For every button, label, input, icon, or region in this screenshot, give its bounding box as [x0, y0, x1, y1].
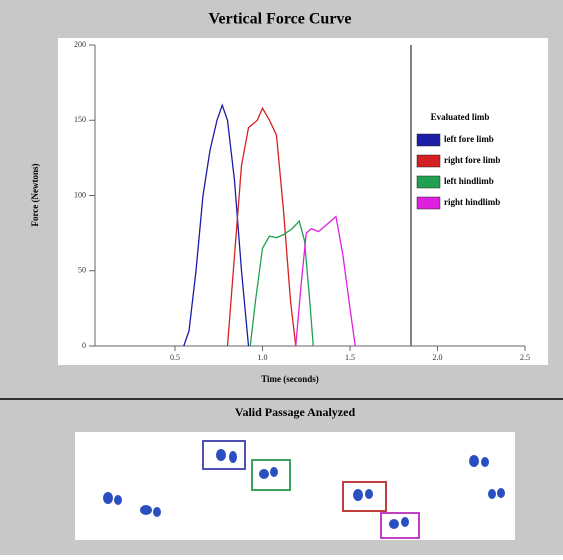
- x-tick-label: 1.0: [258, 353, 268, 362]
- legend-swatch: [416, 154, 441, 168]
- passage-title: Valid Passage Analyzed: [235, 405, 356, 419]
- x-tick-label: 2.5: [520, 353, 530, 362]
- y-axis-label: Force (Newtons): [30, 163, 40, 226]
- x-tick-label: 2.0: [433, 353, 443, 362]
- y-tick-label: 100: [74, 190, 86, 199]
- x-tick-label: 1.5: [345, 353, 355, 362]
- y-tick-label: 150: [74, 115, 86, 124]
- legend-swatch: [416, 196, 441, 210]
- y-tick-label: 200: [74, 40, 86, 49]
- series-line: [226, 106, 297, 347]
- legend-label: right hindlimb: [444, 197, 500, 207]
- chart-title: Vertical Force Curve: [208, 11, 351, 28]
- legend-swatch: [416, 175, 441, 189]
- legend-label: left fore limb: [444, 134, 494, 144]
- passage-view: [75, 432, 515, 540]
- legend-label: left hindlimb: [444, 176, 494, 186]
- legend-title: Evaluated limb: [431, 112, 490, 122]
- series-line: [295, 215, 356, 347]
- series-line: [183, 103, 250, 347]
- legend-swatch: [416, 133, 441, 147]
- legend-label: right fore limb: [444, 155, 500, 165]
- y-tick-label: 0: [82, 341, 86, 350]
- x-axis-label: Time (seconds): [261, 374, 319, 384]
- x-tick-label: 0.5: [170, 353, 180, 362]
- series-line: [249, 219, 314, 347]
- y-tick-label: 50: [78, 266, 86, 275]
- plot-panel: [58, 38, 548, 365]
